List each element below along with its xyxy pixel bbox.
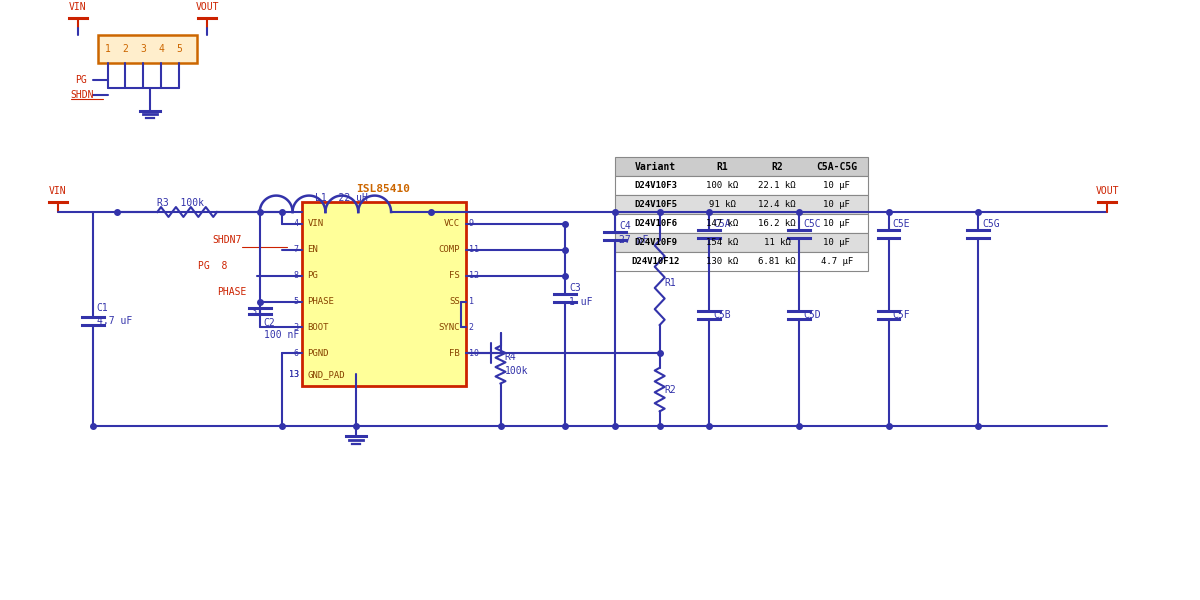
Text: 4.7 uF: 4.7 uF xyxy=(96,316,132,326)
Text: 8: 8 xyxy=(294,271,299,280)
Text: 4.7 µF: 4.7 µF xyxy=(821,257,853,266)
Text: R1: R1 xyxy=(716,162,728,172)
Text: 100 nF: 100 nF xyxy=(264,331,299,340)
Text: 11: 11 xyxy=(469,245,479,254)
Text: SHDN: SHDN xyxy=(71,89,95,100)
Text: 6.81 kΩ: 6.81 kΩ xyxy=(758,257,796,266)
Text: C5C: C5C xyxy=(803,219,821,229)
Text: 7: 7 xyxy=(294,245,299,254)
Text: VIN: VIN xyxy=(49,186,67,196)
Text: C1: C1 xyxy=(96,302,108,313)
Text: C5G: C5G xyxy=(982,219,1000,229)
Text: SYNC: SYNC xyxy=(438,323,460,332)
Text: 130 kΩ: 130 kΩ xyxy=(707,257,738,266)
Text: C3: C3 xyxy=(569,283,581,293)
Text: Variant: Variant xyxy=(635,162,677,172)
Text: 12.4 kΩ: 12.4 kΩ xyxy=(758,200,796,209)
Bar xyxy=(614,195,868,214)
Text: PGND: PGND xyxy=(307,349,329,358)
Text: VCC: VCC xyxy=(444,220,460,229)
Text: 4: 4 xyxy=(294,220,299,229)
Text: R4: R4 xyxy=(504,352,516,362)
Text: 22.1 kΩ: 22.1 kΩ xyxy=(758,181,796,190)
Text: FB: FB xyxy=(449,349,460,358)
Bar xyxy=(614,233,868,252)
Bar xyxy=(614,157,868,176)
Text: C5E: C5E xyxy=(893,219,910,229)
Text: 9: 9 xyxy=(469,220,474,229)
Text: ISL85410: ISL85410 xyxy=(356,184,410,194)
Text: C2: C2 xyxy=(264,319,276,328)
Text: 3: 3 xyxy=(294,323,299,332)
Text: 3: 3 xyxy=(140,44,146,54)
Text: D24V10F5: D24V10F5 xyxy=(635,200,677,209)
Text: 2: 2 xyxy=(469,323,474,332)
Text: R3  100k: R3 100k xyxy=(157,198,204,208)
Text: SS: SS xyxy=(449,297,460,306)
FancyBboxPatch shape xyxy=(301,202,466,386)
Text: 5: 5 xyxy=(176,44,182,54)
Text: L1  22 uH: L1 22 uH xyxy=(316,193,368,203)
Text: R2: R2 xyxy=(772,162,782,172)
Text: PG  8: PG 8 xyxy=(198,260,227,271)
Text: 1: 1 xyxy=(469,297,474,306)
Text: 10 µF: 10 µF xyxy=(823,200,851,209)
Text: 16.2 kΩ: 16.2 kΩ xyxy=(758,219,796,228)
Text: 100 kΩ: 100 kΩ xyxy=(707,181,738,190)
Text: D24V10F9: D24V10F9 xyxy=(635,238,677,247)
Text: C5F: C5F xyxy=(893,310,910,320)
Text: VIN: VIN xyxy=(68,2,86,12)
Text: EN: EN xyxy=(307,245,318,254)
Text: VOUT: VOUT xyxy=(196,2,218,12)
Text: 10 µF: 10 µF xyxy=(823,219,851,228)
Text: PHASE: PHASE xyxy=(217,287,247,296)
Text: 10: 10 xyxy=(469,349,479,358)
Text: 4: 4 xyxy=(158,44,164,54)
Text: C5D: C5D xyxy=(803,310,821,320)
Text: FS: FS xyxy=(449,271,460,280)
Text: R2: R2 xyxy=(665,385,677,395)
Text: 5: 5 xyxy=(294,297,299,306)
Text: 13: 13 xyxy=(288,370,299,379)
Text: SHDN7: SHDN7 xyxy=(212,235,242,245)
Text: VIN: VIN xyxy=(307,220,324,229)
Text: 1: 1 xyxy=(104,44,110,54)
Text: GND_PAD: GND_PAD xyxy=(307,370,346,379)
Text: 6: 6 xyxy=(294,349,299,358)
Text: 147 kΩ: 147 kΩ xyxy=(707,219,738,228)
Text: 3: 3 xyxy=(252,307,257,316)
Text: 2: 2 xyxy=(122,44,128,54)
Text: C5B: C5B xyxy=(714,310,731,320)
Text: C5A-C5G: C5A-C5G xyxy=(816,162,857,172)
Text: 12: 12 xyxy=(469,271,479,280)
Text: 91 kΩ: 91 kΩ xyxy=(709,200,736,209)
Text: PHASE: PHASE xyxy=(307,297,335,306)
Text: VOUT: VOUT xyxy=(1096,186,1120,196)
Text: 100k: 100k xyxy=(504,366,528,376)
Text: C5A: C5A xyxy=(714,219,731,229)
Text: R1: R1 xyxy=(665,278,677,287)
Text: BOOT: BOOT xyxy=(307,323,329,332)
Text: 10 µF: 10 µF xyxy=(823,181,851,190)
Text: 1 uF: 1 uF xyxy=(569,296,593,307)
Text: 10 µF: 10 µF xyxy=(823,238,851,247)
Bar xyxy=(614,252,868,271)
Bar xyxy=(614,176,868,195)
Text: COMP: COMP xyxy=(438,245,460,254)
Text: 11 kΩ: 11 kΩ xyxy=(763,238,791,247)
Bar xyxy=(614,214,868,233)
Text: 13: 13 xyxy=(288,370,299,379)
Text: 154 kΩ: 154 kΩ xyxy=(707,238,738,247)
Text: D24V10F12: D24V10F12 xyxy=(631,257,680,266)
Text: PG: PG xyxy=(307,271,318,280)
Text: C4: C4 xyxy=(619,221,631,231)
Text: D24V10F3: D24V10F3 xyxy=(635,181,677,190)
Text: 27 pF: 27 pF xyxy=(619,235,648,245)
Text: PG: PG xyxy=(74,74,86,85)
Text: D24V10F6: D24V10F6 xyxy=(635,219,677,228)
FancyBboxPatch shape xyxy=(97,35,197,63)
